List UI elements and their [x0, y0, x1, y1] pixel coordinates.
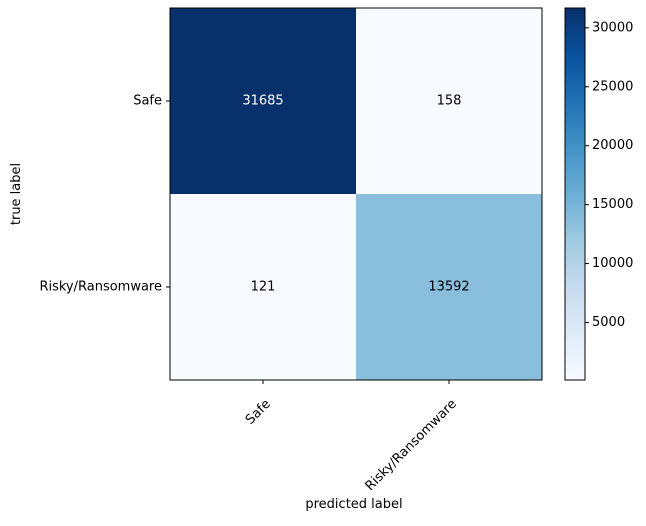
cell-value-labels: 31685 158 121 13592 [242, 94, 469, 295]
cell-value-label: 158 [437, 94, 462, 109]
y-tick-label: Safe [133, 94, 162, 109]
colorbar-tick-label: 30000 [592, 20, 633, 35]
heatmap-cells [170, 8, 543, 381]
plot-frame [169, 7, 543, 381]
y-tick-label: Risky/Ransomware [39, 280, 162, 295]
y-axis-label: true label [9, 163, 24, 225]
colorbar-tick-label: 20000 [592, 138, 633, 153]
heatmap-cell [170, 8, 357, 195]
colorbar-tick-label: 15000 [592, 197, 633, 212]
x-tick-label: Safe [243, 397, 274, 428]
cell-value-label: 121 [251, 280, 276, 295]
x-tick-label: Risky/Ransomware [363, 397, 460, 494]
colorbar-tick-label: 25000 [592, 79, 633, 94]
heatmap-cell [170, 194, 357, 381]
colorbar-tick-label: 10000 [592, 256, 633, 271]
colorbar-ticks: 5000 10000 15000 20000 25000 30000 [585, 20, 633, 330]
y-axis-ticks: Safe Risky/Ransomware [39, 94, 170, 295]
colorbar [564, 7, 586, 381]
x-axis-label: predicted label [305, 497, 402, 512]
colorbar-tick-label: 5000 [592, 315, 625, 330]
cell-value-label: 13592 [428, 280, 469, 295]
x-axis-ticks: Safe Risky/Ransomware [243, 380, 460, 494]
cell-value-label: 31685 [242, 94, 283, 109]
heatmap-cell [356, 8, 543, 195]
heatmap-cell [356, 194, 543, 381]
